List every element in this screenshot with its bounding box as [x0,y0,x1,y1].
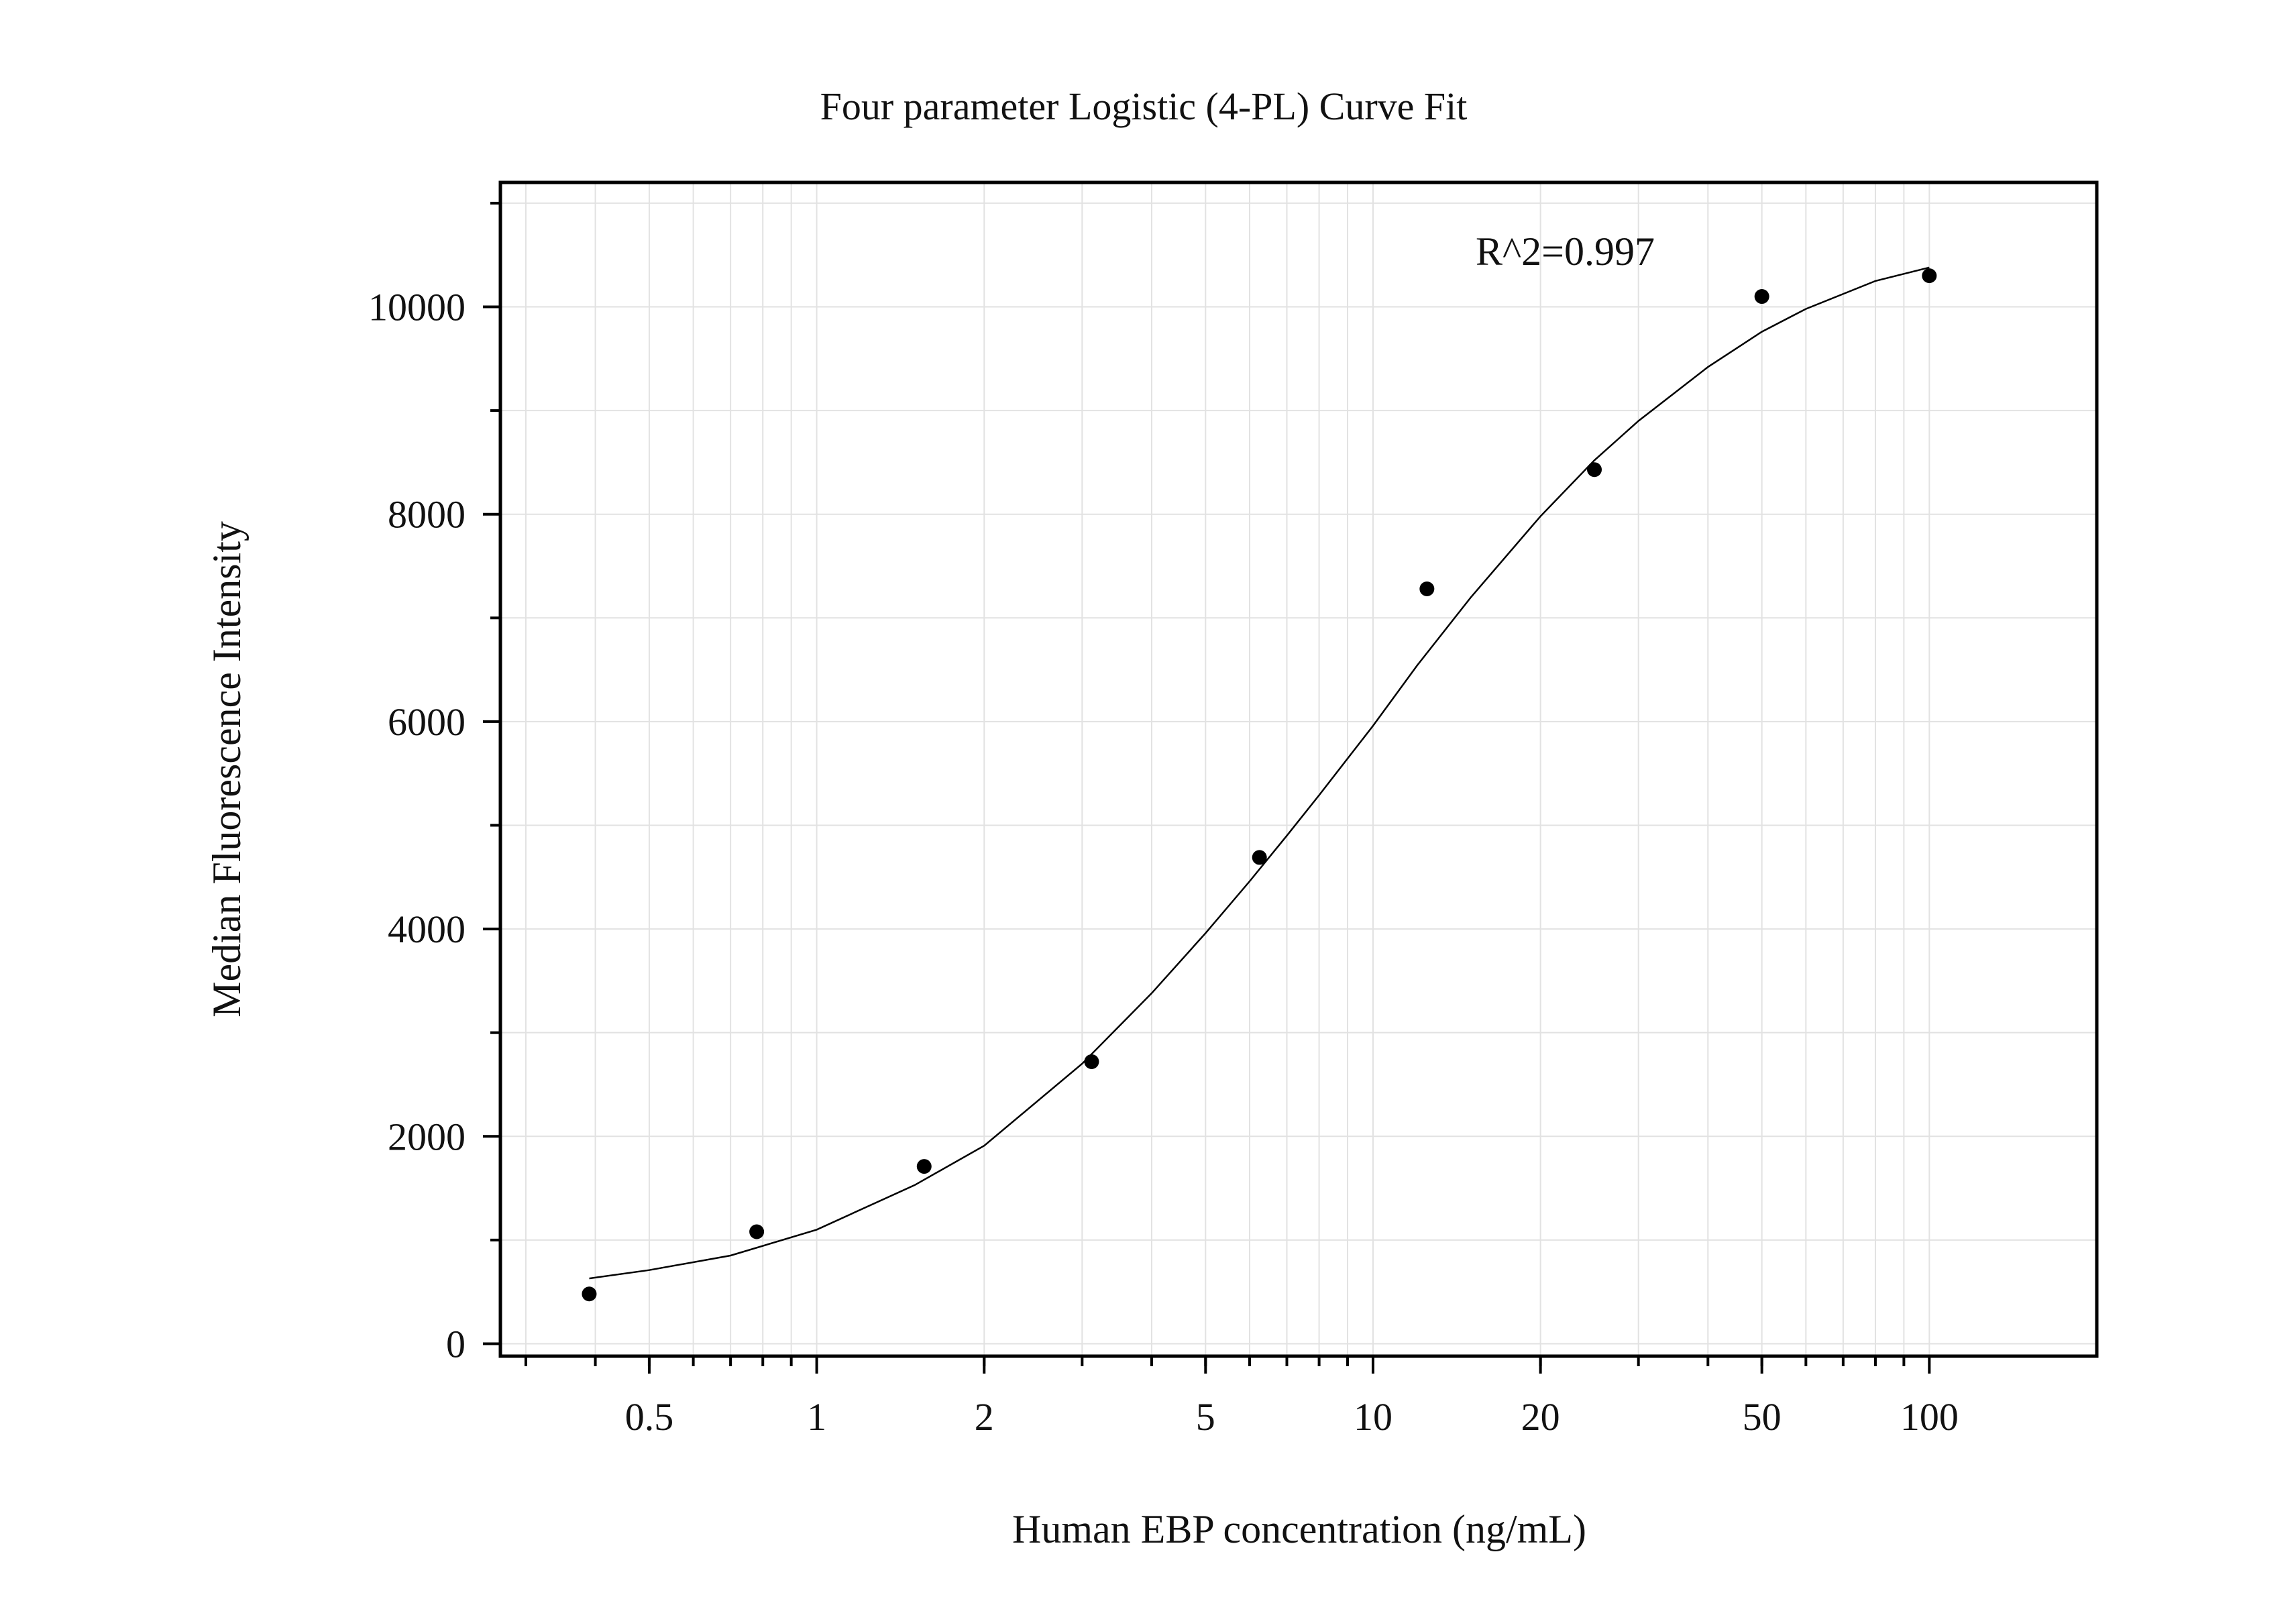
fit-curve [589,266,1930,1280]
x-tick-label: 50 [1743,1395,1782,1439]
data-point [749,1224,765,1239]
x-tick-labels: 0.5 1 2 5 10 20 50 100 [625,1395,1959,1439]
x-tick-label: 5 [1196,1395,1215,1439]
y-tick-label: 6000 [388,700,466,744]
data-point [1587,462,1602,478]
data-point [1252,850,1267,865]
grid [500,182,2097,1356]
data-point [1922,268,1937,284]
x-tick-label: 10 [1354,1395,1392,1439]
r-squared-annotation: R^2=0.997 [1476,229,1655,274]
data-point [582,1286,597,1302]
x-tick-label: 2 [975,1395,994,1439]
y-tick-label: 4000 [388,907,466,951]
data-point [1419,581,1435,597]
fit-curve-layer [589,266,1930,1280]
plot-frame [498,180,2099,1358]
y-tick-labels: 0 2000 4000 6000 8000 10000 [368,286,466,1366]
y-tick-label: 2000 [388,1115,466,1158]
x-tick-label: 20 [1521,1395,1560,1439]
data-point [1754,289,1769,304]
x-axis-label: Human EBP concentration (ng/mL) [1012,1507,1586,1551]
y-tick-label: 10000 [368,286,466,329]
x-tick-label: 1 [807,1395,826,1439]
data-points [582,268,1937,1302]
y-axis-label: Median Fluorescence Intensity [205,521,249,1017]
x-tick-label: 100 [1900,1395,1959,1439]
y-tick-label: 0 [446,1322,466,1366]
chart-title: Four parameter Logistic (4-PL) Curve Fit [820,85,1468,128]
data-point [916,1159,932,1174]
y-tick-label: 8000 [388,493,466,537]
data-point [1084,1054,1099,1069]
x-tick-label: 0.5 [625,1395,674,1439]
major-ticks [483,305,1931,1374]
